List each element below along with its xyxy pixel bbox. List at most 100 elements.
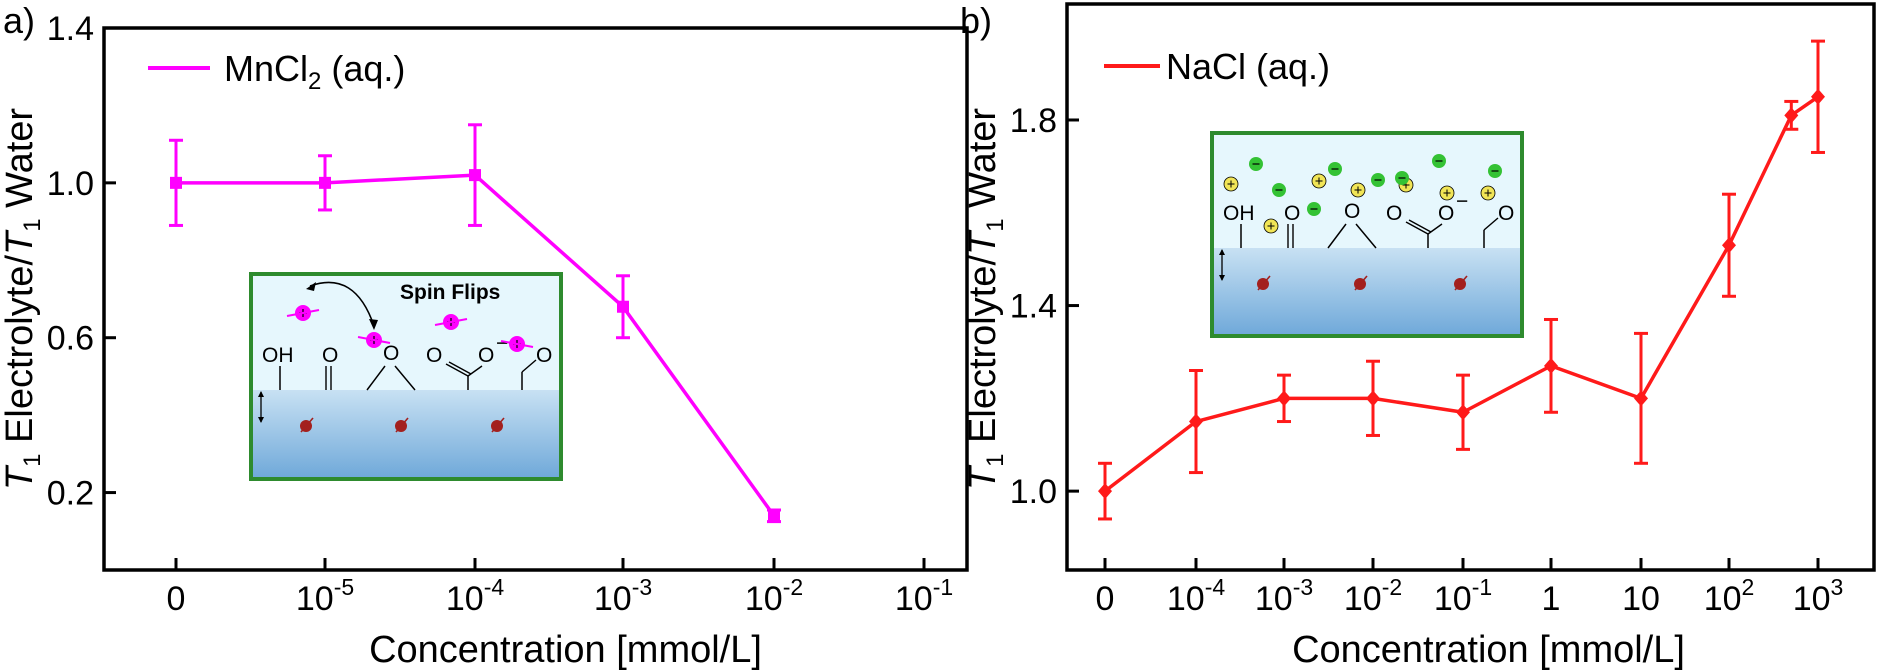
water-layer xyxy=(1212,133,1522,248)
ion-spin-arrow xyxy=(500,340,534,348)
panel-label: a) xyxy=(3,0,35,41)
ion-spin-arrow xyxy=(357,336,391,344)
x-tick-label: 103 xyxy=(1793,574,1844,618)
legend-label: MnCl2 (aq.) xyxy=(224,48,405,95)
carboxyl-label: O xyxy=(1386,202,1402,225)
water-layer xyxy=(251,274,561,390)
ether-label: O xyxy=(383,342,399,365)
ketone-label: O xyxy=(322,344,338,367)
data-point xyxy=(1456,404,1470,421)
plot-frame xyxy=(1065,2,1876,572)
panel-label: b) xyxy=(960,0,992,41)
spin-arrow xyxy=(395,417,409,433)
x-tick-label: 10-5 xyxy=(296,574,354,618)
data-point xyxy=(319,176,331,189)
substrate-layer xyxy=(251,390,561,479)
bond xyxy=(445,363,469,377)
ion-spin-arrow xyxy=(286,309,320,317)
aldehyde-label: O xyxy=(1498,202,1514,225)
carboxyl-label: O xyxy=(426,344,442,367)
data-point xyxy=(469,169,481,182)
aldehyde-label: O xyxy=(536,344,552,367)
charge-label: − xyxy=(496,332,508,355)
carboxyl-label: O xyxy=(1438,202,1454,225)
bond xyxy=(467,365,483,377)
series-line xyxy=(1103,95,1819,493)
bond xyxy=(1405,221,1429,235)
data-point xyxy=(1189,413,1203,430)
bond xyxy=(1483,217,1499,231)
arrow-head xyxy=(306,282,316,291)
arrow-head xyxy=(1219,249,1225,255)
carboxyl-label: O xyxy=(478,344,494,367)
hydroxyl-label: OH xyxy=(1223,202,1255,225)
bond xyxy=(1408,219,1432,233)
data-point xyxy=(617,300,629,313)
bond xyxy=(366,365,386,391)
ion-spin-arrow xyxy=(434,318,468,326)
x-tick-label: 0 xyxy=(1096,580,1115,618)
x-axis-title: Concentration [mmol/L] xyxy=(369,629,762,670)
x-tick-label: 102 xyxy=(1704,574,1755,618)
data-point xyxy=(1277,390,1291,407)
x-tick-label: 10-1 xyxy=(1434,574,1492,618)
x-tick-label: 10-1 xyxy=(895,574,953,618)
y-tick-label: 1.8 xyxy=(1010,102,1057,140)
panel-b: b) 1.0 1.4 1.8 0 10-4 10-3 10-2 10-1 1 10 102 103 Con… xyxy=(960,0,1876,670)
arrow-head xyxy=(258,391,264,397)
ether-label: O xyxy=(1344,200,1360,223)
inset-schematic: OH O O O O−O xyxy=(1210,131,1524,338)
bond xyxy=(1427,223,1443,235)
y-tick-label: 1.4 xyxy=(47,10,94,48)
bond xyxy=(448,361,472,375)
legend-label: NaCl (aq.) xyxy=(1166,46,1330,87)
data-point xyxy=(1634,390,1648,407)
bond xyxy=(1355,223,1377,249)
y-tick-label: 0.2 xyxy=(47,475,94,513)
y-tick-label: 0.6 xyxy=(47,320,94,358)
arrow-head xyxy=(258,417,264,423)
spin-arrow xyxy=(491,417,505,433)
data-point xyxy=(1544,357,1558,374)
y-axis-title: T1 Electrolyte/T1 Water xyxy=(0,108,46,491)
ketone-label: O xyxy=(1284,202,1300,225)
substrate-layer xyxy=(1212,248,1522,336)
plot-frame xyxy=(102,26,969,572)
panel-a: a) 0.2 0.6 1.0 1.4 0 10-5 10-4 10-3 10-2 10-1 Conce… xyxy=(0,0,969,670)
x-axis-title: Concentration [mmol/L] xyxy=(1292,629,1685,670)
hydroxyl-label: OH xyxy=(262,344,294,367)
data-point xyxy=(1098,483,1112,500)
x-tick-label: 10-2 xyxy=(745,574,803,618)
spin-arrow xyxy=(1354,275,1368,291)
bond xyxy=(394,365,416,391)
data-point xyxy=(1784,107,1799,124)
data-point xyxy=(1366,390,1380,407)
data-point xyxy=(170,176,182,189)
x-tick-label: 10 xyxy=(1622,580,1660,618)
arrow-head xyxy=(369,319,378,330)
charge-label: − xyxy=(1456,190,1468,213)
flip-arrow xyxy=(309,281,375,327)
x-tick-label: 10-3 xyxy=(1255,574,1313,618)
bond xyxy=(1327,223,1347,249)
arrow-head xyxy=(1219,275,1225,281)
x-tick-label: 1 xyxy=(1542,580,1561,618)
x-tick-label: 10-2 xyxy=(1344,574,1402,618)
spin-arrow xyxy=(300,417,314,433)
y-axis-title: T1 Electrolyte/T1 Water xyxy=(962,108,1009,491)
y-tick-label: 1.0 xyxy=(47,165,94,203)
inset-border xyxy=(1210,131,1524,338)
spin-arrow xyxy=(1454,275,1468,291)
x-tick-label: 10-3 xyxy=(594,574,652,618)
spin-arrow xyxy=(1257,275,1271,291)
x-tick-label: 10-4 xyxy=(1167,574,1225,618)
y-tick-label: 1.4 xyxy=(1010,288,1057,326)
inset-title: Spin Flips xyxy=(400,281,500,304)
data-point xyxy=(1722,237,1736,254)
inset-border xyxy=(249,272,563,481)
y-tick-label: 1.0 xyxy=(1010,473,1057,511)
data-point xyxy=(1811,88,1825,105)
x-tick-label: 10-4 xyxy=(446,574,504,618)
data-point xyxy=(768,509,780,522)
x-tick-label: 0 xyxy=(167,580,186,618)
